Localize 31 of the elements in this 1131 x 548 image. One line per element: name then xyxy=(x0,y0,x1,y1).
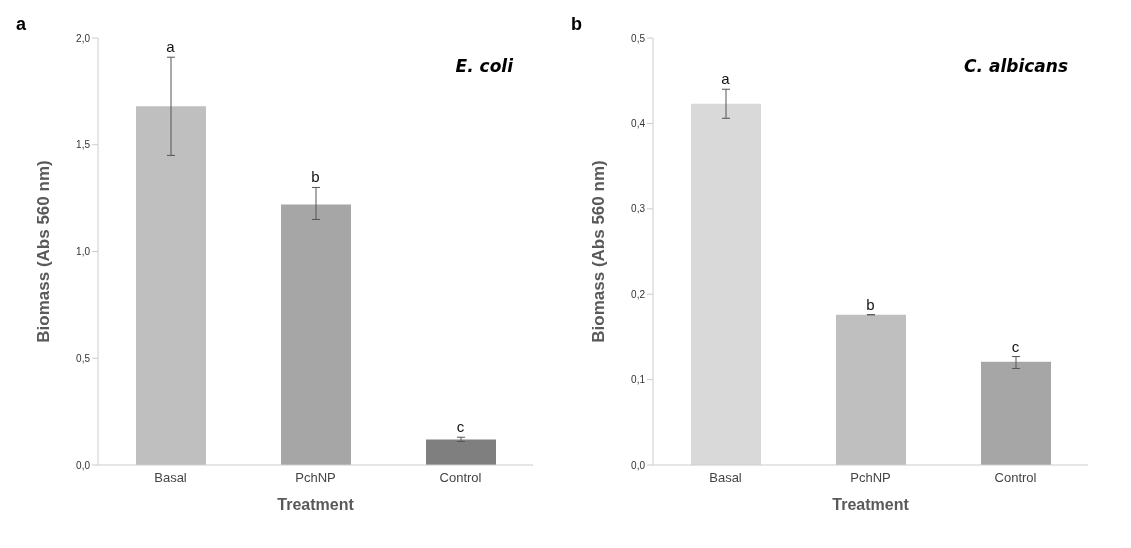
y-tick-label: 0,1 xyxy=(631,374,646,386)
text: a xyxy=(16,14,27,35)
x-tick-label: Control xyxy=(994,470,1037,486)
y-tick-label: 1,0 xyxy=(76,246,91,258)
x-tick-label: PchNP xyxy=(850,470,891,486)
x-axis-title: Treatment xyxy=(832,496,910,513)
y-axis-title: Biomass (Abs 560 nm) xyxy=(34,160,54,343)
x-tick-label: PchNP xyxy=(295,470,336,486)
y-tick-label: 2,0 xyxy=(76,32,91,44)
text: b xyxy=(571,14,582,35)
annotation: c xyxy=(456,418,465,436)
annotation: c xyxy=(1011,337,1020,355)
y-axis-title: Biomass (Abs 560 nm) xyxy=(589,160,609,343)
y-tick-label: 0,3 xyxy=(631,203,646,215)
text: E. coli xyxy=(455,56,513,76)
y-tick-label: 0,4 xyxy=(631,117,646,129)
x-tick-label: Basal xyxy=(709,470,742,486)
annotation: a xyxy=(166,38,176,56)
y-tick-label: 0,0 xyxy=(631,459,646,471)
annotation: b xyxy=(311,168,320,186)
y-tick-label: 0,0 xyxy=(76,459,91,471)
x-axis-title: Treatment xyxy=(277,496,355,513)
annotation: a xyxy=(721,70,731,88)
text: C. albicans xyxy=(964,56,1068,76)
x-tick-label: Control xyxy=(439,470,482,486)
y-tick-label: 0,2 xyxy=(631,288,646,300)
annotation: b xyxy=(866,295,875,313)
y-tick-label: 1,5 xyxy=(76,139,91,151)
y-tick-label: 0,5 xyxy=(76,352,91,364)
y-tick-label: 0,5 xyxy=(631,32,646,44)
x-tick-label: Basal xyxy=(154,470,187,486)
